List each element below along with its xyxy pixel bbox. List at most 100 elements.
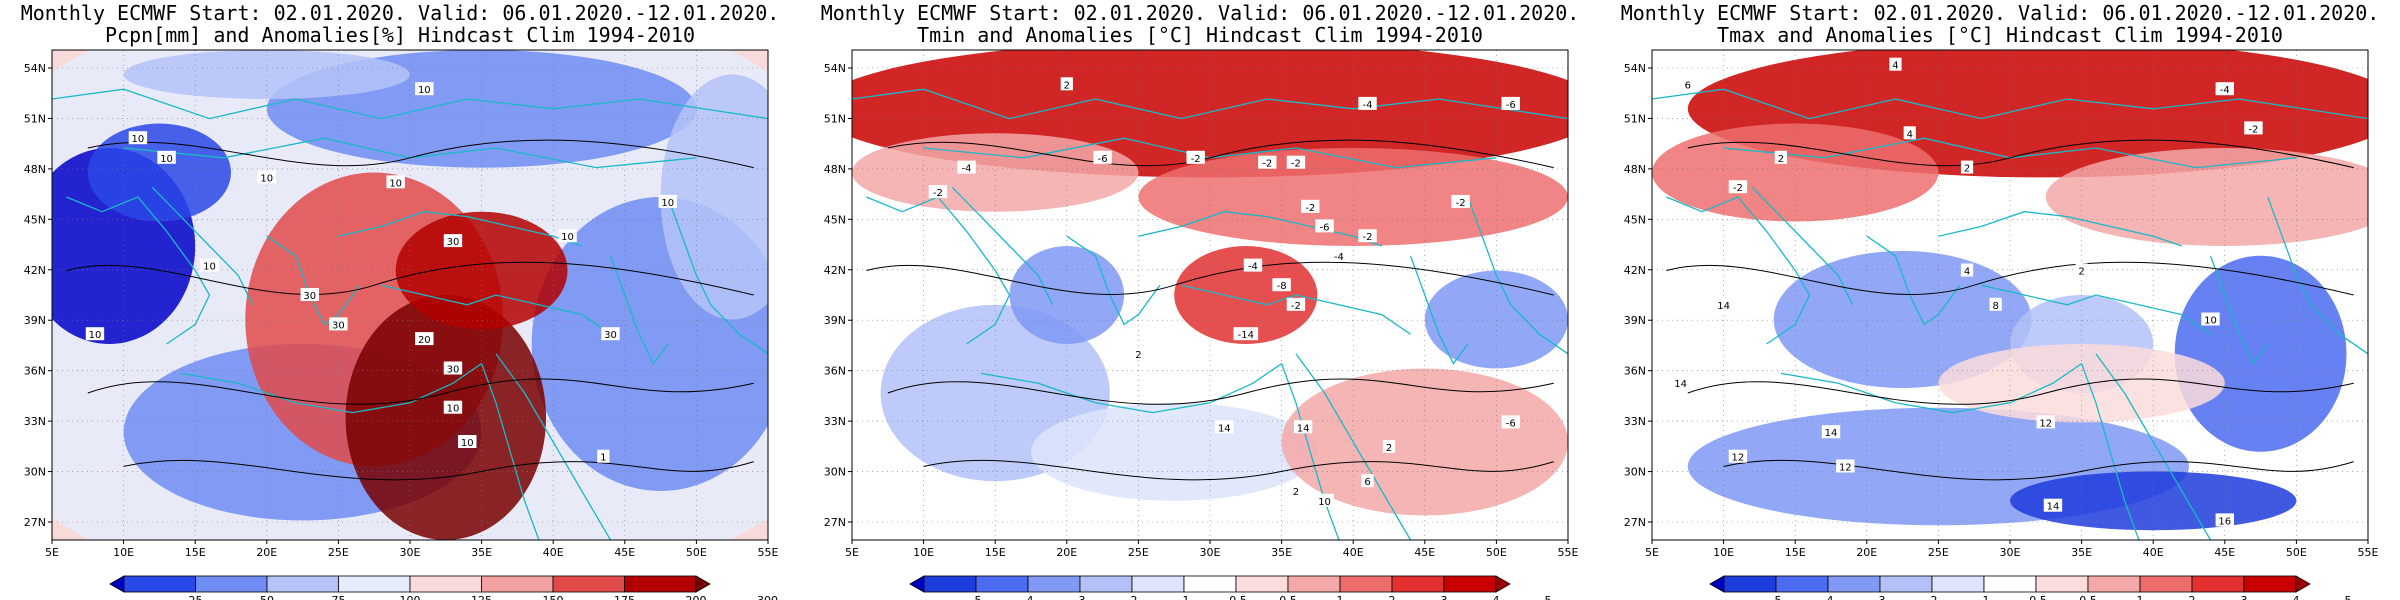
- x-tick-label: 50E: [2286, 546, 2307, 559]
- y-tick-label: 30N: [824, 466, 846, 479]
- contour-label: -2: [1305, 203, 1315, 214]
- colorbar-segment: [1183, 575, 1237, 593]
- contour-label: -6: [1320, 222, 1330, 233]
- contour-label-box: [928, 185, 948, 199]
- colorbar-arrow-high: [1495, 575, 1511, 593]
- coastline: [1981, 284, 2211, 335]
- x-tick-label: 50E: [1486, 546, 1507, 559]
- contour-label-box: [386, 175, 405, 189]
- colorbar-label: 100: [400, 594, 421, 600]
- colorbar-label: -5: [971, 594, 982, 600]
- x-tick-label: 50E: [686, 546, 707, 559]
- x-tick-label: 35E: [471, 546, 492, 559]
- contour-label: 10: [389, 178, 402, 189]
- x-tick-label: 45E: [1414, 546, 1435, 559]
- coastline: [66, 196, 211, 345]
- coastline: [1138, 211, 1383, 247]
- x-tick-label: 20E: [256, 546, 277, 559]
- colorbar-label: 1: [1337, 594, 1344, 600]
- colorbar-segment: [624, 575, 697, 593]
- contour-line: [87, 378, 754, 405]
- colorbar-segment: [409, 575, 482, 593]
- contour-label-box: [1286, 297, 1306, 311]
- colorbar-label: -4: [1023, 594, 1034, 600]
- colorbar: -5 -4 -3 -2 -1 -0.5 0.5 1 2 3 4 5: [1709, 575, 2352, 600]
- contour-label-box: [1903, 126, 1916, 140]
- x-tick-label: 5E: [45, 546, 59, 559]
- contour-label: 14: [1297, 423, 1310, 434]
- contour-label-box: [558, 229, 577, 243]
- y-tick-label: 54N: [1624, 62, 1646, 75]
- colorbar-label: 2: [2189, 594, 2196, 600]
- contour-label-box: [1289, 484, 1303, 497]
- y-tick-label: 45N: [824, 213, 846, 226]
- colorbar-label: 5: [1545, 594, 1552, 600]
- contour-label-box: [957, 160, 976, 174]
- contour-label: -14: [1238, 330, 1254, 341]
- contour-line: [87, 139, 754, 169]
- y-tick-label: 51N: [1624, 112, 1646, 125]
- x-tick-label: 30E: [400, 546, 421, 559]
- contour-label: 30: [332, 320, 345, 331]
- coastline: [980, 363, 1282, 414]
- contour-label: 10: [418, 85, 431, 96]
- x-tick-label: 30E: [2000, 546, 2021, 559]
- panel-title-line1: Monthly ECMWF Start: 02.01.2020. Valid: …: [820, 1, 1580, 25]
- contour-label-box: [1774, 150, 1787, 164]
- contour-label: 10: [447, 404, 460, 415]
- colorbar-label: -3: [1875, 594, 1886, 600]
- contour-label: 10: [260, 173, 273, 184]
- contour-label-box: [1132, 346, 1145, 360]
- panel-precip: Monthly ECMWF Start: 02.01.2020. Valid: …: [12, 0, 788, 600]
- y-tick-label: 27N: [824, 516, 846, 529]
- contour-label-box: [128, 131, 148, 145]
- contour-label: 2: [1778, 154, 1784, 165]
- contour-label-box: [415, 82, 434, 96]
- x-tick-label: 55E: [2358, 546, 2379, 559]
- contour-label-box: [1451, 194, 1470, 208]
- colorbar-segment: [1443, 575, 1497, 593]
- x-tick-label: 5E: [1645, 546, 1659, 559]
- contour-label-box: [2075, 263, 2088, 277]
- colorbar-segment: [195, 575, 268, 593]
- contour-line: [887, 139, 1554, 169]
- contour-label-box: [1286, 155, 1306, 169]
- contour-label: 14: [1218, 423, 1231, 434]
- colorbar-label: 1: [2137, 594, 2144, 600]
- panel-tmax: Monthly ECMWF Start: 02.01.2020. Valid: …: [1612, 0, 2388, 600]
- contour-label: -6: [1506, 100, 1516, 111]
- contour-line: [1723, 459, 2354, 481]
- contour-label: 6: [1364, 477, 1370, 488]
- panel-title-line2: Tmin and Anomalies [°C] Hindcast Clim 19…: [917, 23, 1483, 47]
- panel-title-line2: Tmax and Anomalies [°C] Hindcast Clim 19…: [1717, 23, 2283, 47]
- contour-label: 10: [461, 438, 474, 449]
- contour-label-box: [1501, 96, 1520, 110]
- contour-label-box: [1243, 258, 1263, 272]
- colorbar-label: 200: [686, 594, 707, 600]
- contour-label: -2: [1456, 198, 1466, 209]
- colorbar-segment: [1235, 575, 1289, 593]
- colorbar-segment: [481, 575, 554, 593]
- contour-label: 2: [2078, 267, 2084, 278]
- colorbar-label: -0.5: [2025, 594, 2046, 600]
- contour-label: -2: [1363, 232, 1373, 243]
- colorbar-segment: [1983, 575, 2037, 593]
- colorbar-label: 125: [471, 594, 492, 600]
- y-tick-label: 30N: [1624, 466, 1646, 479]
- x-tick-label: 20E: [1856, 546, 1877, 559]
- colorbar-label: 0.5: [2079, 594, 2097, 600]
- colorbar-label: -5: [1771, 594, 1782, 600]
- contour-label-box: [1361, 474, 1374, 488]
- contour-label: 30: [303, 291, 316, 302]
- colorbar-label: 4: [2293, 594, 2300, 600]
- coastline: [1666, 196, 1811, 345]
- contour-label-box: [1821, 425, 1841, 439]
- x-tick-label: 35E: [2071, 546, 2092, 559]
- contour-label-box: [1186, 150, 1205, 164]
- contour-label-box: [1960, 160, 1974, 174]
- colorbar-segment: [266, 575, 339, 593]
- colorbar-label: 4: [1493, 594, 1500, 600]
- y-tick-label: 54N: [24, 62, 46, 75]
- contour-label-box: [658, 194, 677, 208]
